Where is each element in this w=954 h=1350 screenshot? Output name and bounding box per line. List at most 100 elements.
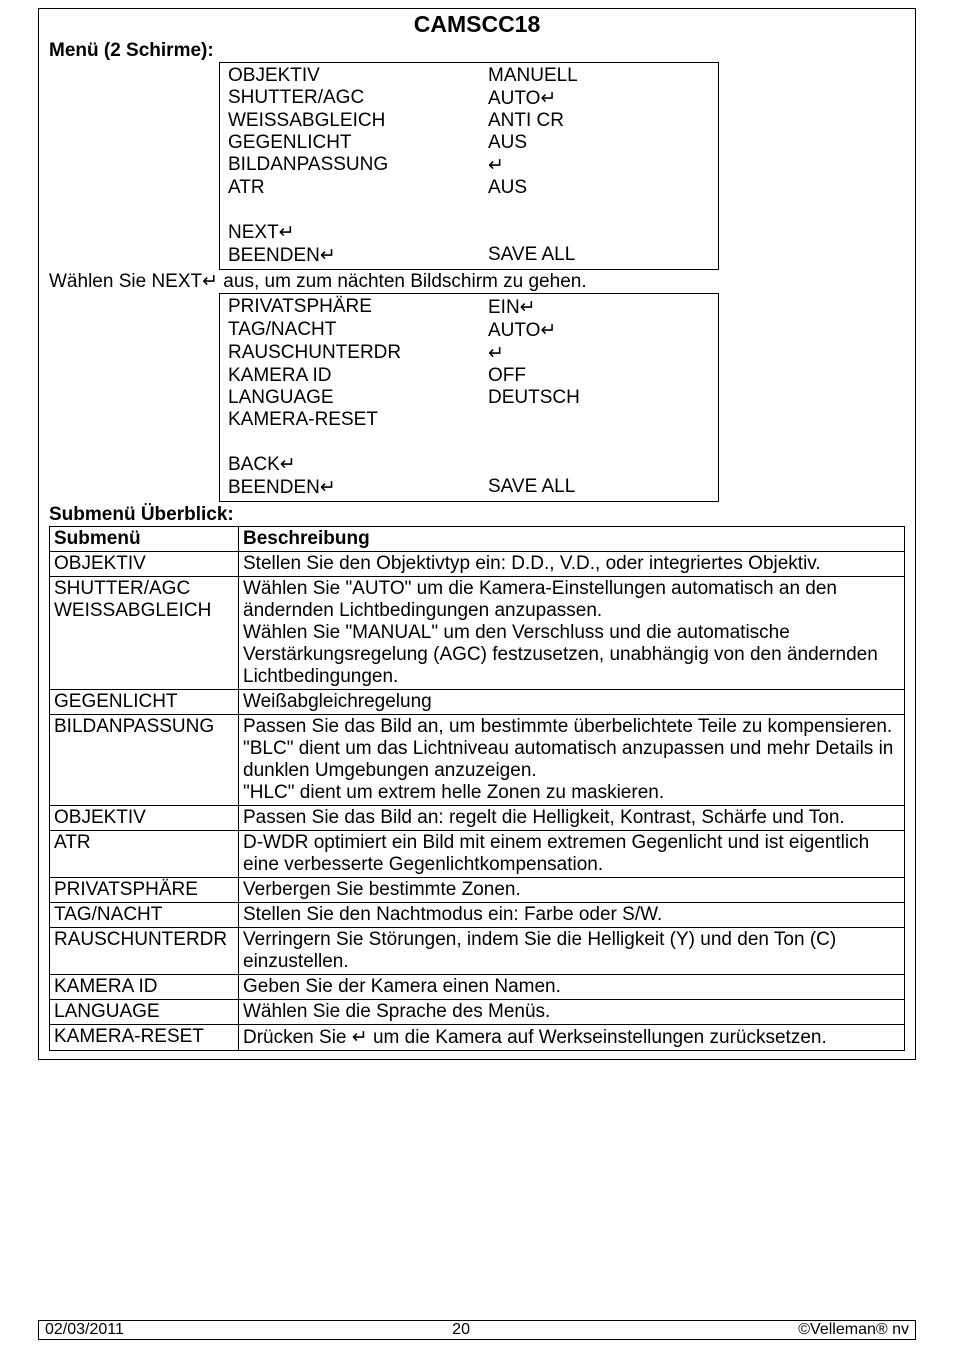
cell-submenu: GEGENLICHT [50, 690, 239, 715]
menu2-row: KAMERA-RESET [228, 409, 710, 431]
menu1-value: AUTO↵ [488, 87, 710, 110]
cell-submenu: TAG/NACHT [50, 903, 239, 928]
page-title: CAMSCC18 [49, 11, 905, 38]
menu1-label: SHUTTER/AGC [228, 87, 488, 110]
menu2-value: OFF [488, 365, 710, 387]
cell-description: Passen Sie das Bild an, um bestimmte übe… [239, 715, 905, 806]
overview-table: Submenü Beschreibung OBJEKTIV Stellen Si… [49, 526, 905, 1051]
menu1-row: NEXT↵ [228, 221, 710, 244]
cell-description: D-WDR optimiert ein Bild mit einem extre… [239, 831, 905, 878]
cell-submenu: RAUSCHUNTERDR [50, 928, 239, 975]
menu1-row: OBJEKTIV MANUELL [228, 65, 710, 87]
menu1-value [488, 221, 710, 244]
menu2-value [488, 453, 710, 476]
table-row: ATR D-WDR optimiert ein Bild mit einem e… [50, 831, 905, 878]
menu2-row: LANGUAGE DEUTSCH [228, 387, 710, 409]
table-row: LANGUAGE Wählen Sie die Sprache des Menü… [50, 1000, 905, 1025]
menu1-value: AUS [488, 132, 710, 154]
footer: 02/03/2011 20 ©Velleman® nv [38, 1320, 916, 1340]
cell-submenu: ATR [50, 831, 239, 878]
menu1-value: MANUELL [488, 65, 710, 87]
menu2-label: KAMERA ID [228, 365, 488, 387]
menu-heading: Menü (2 Schirme): [49, 40, 905, 62]
cell-submenu: KAMERA-RESET [50, 1025, 239, 1051]
table-row: BILDANPASSUNG Passen Sie das Bild an, um… [50, 715, 905, 806]
menu1-row: BEENDEN↵ SAVE ALL [228, 244, 710, 267]
cell-description: Wählen Sie "AUTO" um die Kamera-Einstell… [239, 577, 905, 690]
menu1-label: NEXT↵ [228, 221, 488, 244]
menu1-label: OBJEKTIV [228, 65, 488, 87]
table-row: OBJEKTIV Stellen Sie den Objektivtyp ein… [50, 552, 905, 577]
menu2-row: PRIVATSPHÄRE EIN↵ [228, 296, 710, 319]
menu2-value: ↵ [488, 342, 710, 365]
menu2-row: BEENDEN↵ SAVE ALL [228, 476, 710, 499]
menu1-label: GEGENLICHT [228, 132, 488, 154]
cell-description: Weißabgleichregelung [239, 690, 905, 715]
menu1-label: BILDANPASSUNG [228, 154, 488, 177]
menu2-spacer [228, 431, 710, 453]
table-row: PRIVATSPHÄRE Verbergen Sie bestimmte Zon… [50, 878, 905, 903]
footer-page-number: 20 [452, 1321, 470, 1339]
cell-description: Stellen Sie den Objektivtyp ein: D.D., V… [239, 552, 905, 577]
cell-description: Passen Sie das Bild an: regelt die Helli… [239, 806, 905, 831]
menu2-label: BEENDEN↵ [228, 476, 488, 499]
col-header-description: Beschreibung [239, 527, 905, 552]
menu1-value: AUS [488, 177, 710, 199]
cell-description: Verringern Sie Störungen, indem Sie die … [239, 928, 905, 975]
table-row: TAG/NACHT Stellen Sie den Nachtmodus ein… [50, 903, 905, 928]
cell-description: Geben Sie der Kamera einen Namen. [239, 975, 905, 1000]
menu1-label: WEISSABGLEICH [228, 110, 488, 132]
menu1-row: BILDANPASSUNG ↵ [228, 154, 710, 177]
footer-date: 02/03/2011 [45, 1321, 124, 1339]
menu2-value: EIN↵ [488, 296, 710, 319]
menu2-row: KAMERA ID OFF [228, 365, 710, 387]
table-row: KAMERA-RESET Drücken Sie ↵ um die Kamera… [50, 1025, 905, 1051]
menu1-label: ATR [228, 177, 488, 199]
table-row: RAUSCHUNTERDR Verringern Sie Störungen, … [50, 928, 905, 975]
menu2-row: RAUSCHUNTERDR ↵ [228, 342, 710, 365]
cell-description: Verbergen Sie bestimmte Zonen. [239, 878, 905, 903]
menu1-spacer [228, 199, 710, 221]
cell-submenu: OBJEKTIV [50, 806, 239, 831]
cell-submenu: LANGUAGE [50, 1000, 239, 1025]
table-row: GEGENLICHT Weißabgleichregelung [50, 690, 905, 715]
menu-screen-1: OBJEKTIV MANUELL SHUTTER/AGC AUTO↵ WEISS… [219, 62, 719, 270]
menu2-value: SAVE ALL [488, 476, 710, 499]
inter-text: Wählen Sie NEXT↵ aus, um zum nächten Bil… [49, 270, 905, 293]
menu2-row: BACK↵ [228, 453, 710, 476]
table-head-row: Submenü Beschreibung [50, 527, 905, 552]
table-row: KAMERA ID Geben Sie der Kamera einen Nam… [50, 975, 905, 1000]
menu1-row: GEGENLICHT AUS [228, 132, 710, 154]
menu1-value: ↵ [488, 154, 710, 177]
menu1-label: BEENDEN↵ [228, 244, 488, 267]
cell-submenu: OBJEKTIV [50, 552, 239, 577]
col-header-submenu: Submenü [50, 527, 239, 552]
menu1-value: ANTI CR [488, 110, 710, 132]
table-row: OBJEKTIV Passen Sie das Bild an: regelt … [50, 806, 905, 831]
cell-submenu: PRIVATSPHÄRE [50, 878, 239, 903]
menu1-row: ATR AUS [228, 177, 710, 199]
menu2-value [488, 409, 710, 431]
cell-submenu: BILDANPASSUNG [50, 715, 239, 806]
menu2-label: KAMERA-RESET [228, 409, 488, 431]
table-row: SHUTTER/AGC WEISSABGLEICH Wählen Sie "AU… [50, 577, 905, 690]
menu1-row: SHUTTER/AGC AUTO↵ [228, 87, 710, 110]
menu2-value: DEUTSCH [488, 387, 710, 409]
menu2-label: TAG/NACHT [228, 319, 488, 342]
menu2-label: RAUSCHUNTERDR [228, 342, 488, 365]
cell-description: Wählen Sie die Sprache des Menüs. [239, 1000, 905, 1025]
menu1-value: SAVE ALL [488, 244, 710, 267]
page: CAMSCC18 Menü (2 Schirme): OBJEKTIV MANU… [0, 0, 954, 1350]
cell-submenu: KAMERA ID [50, 975, 239, 1000]
menu-screen-2: PRIVATSPHÄRE EIN↵ TAG/NACHT AUTO↵ RAUSCH… [219, 293, 719, 502]
content-box: CAMSCC18 Menü (2 Schirme): OBJEKTIV MANU… [38, 8, 916, 1060]
menu2-value: AUTO↵ [488, 319, 710, 342]
menu1-row: WEISSABGLEICH ANTI CR [228, 110, 710, 132]
menu2-label: LANGUAGE [228, 387, 488, 409]
menu2-label: BACK↵ [228, 453, 488, 476]
cell-description: Drücken Sie ↵ um die Kamera auf Werksein… [239, 1025, 905, 1051]
overview-heading: Submenü Überblick: [49, 504, 905, 526]
footer-copyright: ©Velleman® nv [798, 1321, 909, 1339]
cell-description: Stellen Sie den Nachtmodus ein: Farbe od… [239, 903, 905, 928]
cell-submenu: SHUTTER/AGC WEISSABGLEICH [50, 577, 239, 690]
